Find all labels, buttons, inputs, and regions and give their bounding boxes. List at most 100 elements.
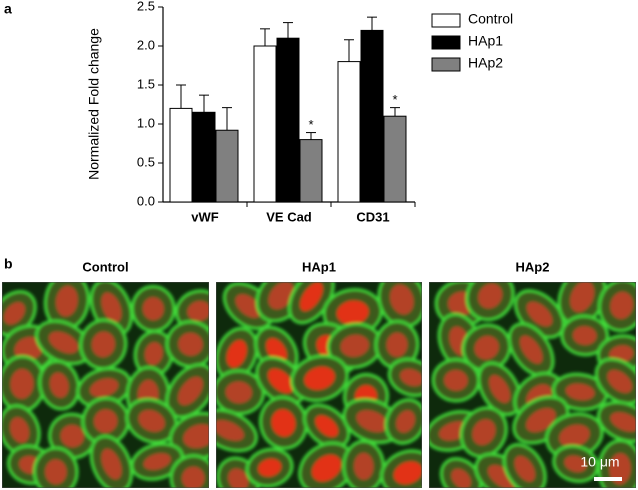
nucleus bbox=[526, 301, 553, 327]
legend-swatch bbox=[431, 35, 461, 50]
nucleus bbox=[10, 368, 34, 399]
nucleus bbox=[187, 301, 209, 321]
nucleus bbox=[610, 412, 636, 432]
nucleus bbox=[101, 292, 122, 323]
bar bbox=[299, 139, 323, 203]
nucleus bbox=[226, 340, 247, 368]
nucleus bbox=[142, 297, 164, 321]
nucleus bbox=[400, 368, 422, 387]
legend-swatch bbox=[431, 57, 461, 72]
significance-mark: * bbox=[392, 92, 397, 107]
nucleus bbox=[472, 419, 496, 446]
panel-label: b bbox=[4, 256, 13, 272]
nucleus bbox=[3, 302, 26, 325]
nucleus bbox=[45, 459, 67, 485]
bar bbox=[383, 115, 407, 203]
image-title: HAp1 bbox=[302, 259, 336, 274]
y-tick-label: 1.5 bbox=[137, 76, 155, 91]
nucleus bbox=[267, 368, 294, 394]
bar bbox=[192, 111, 216, 203]
bar bbox=[215, 129, 239, 203]
nucleus bbox=[519, 335, 543, 364]
nucleus bbox=[487, 465, 517, 488]
nucleus bbox=[396, 410, 416, 433]
nucleus bbox=[101, 448, 122, 480]
nucleus bbox=[609, 453, 631, 485]
nucleus bbox=[570, 282, 595, 313]
micrograph bbox=[216, 282, 422, 488]
nucleus bbox=[144, 342, 163, 366]
nucleus bbox=[228, 468, 249, 488]
nucleus bbox=[225, 381, 253, 404]
image-title: HAp2 bbox=[516, 259, 550, 274]
cells bbox=[216, 282, 422, 488]
nucleus bbox=[89, 378, 119, 398]
nucleus bbox=[55, 285, 78, 317]
scale-bar-label: 10 μm bbox=[580, 454, 619, 470]
bar bbox=[360, 29, 384, 203]
nucleus bbox=[183, 424, 209, 449]
nucleus bbox=[315, 415, 339, 437]
nucleus bbox=[300, 282, 323, 311]
legend-label: Control bbox=[468, 11, 513, 27]
nucleus bbox=[564, 455, 587, 473]
legend-label: HAp2 bbox=[468, 55, 503, 71]
nucleus bbox=[356, 410, 388, 433]
nucleus bbox=[559, 424, 590, 448]
nucleus bbox=[138, 410, 165, 432]
y-axis-label: Normalized Fold change bbox=[86, 28, 102, 180]
nucleus bbox=[93, 409, 118, 433]
nucleus bbox=[444, 370, 468, 391]
scale-bar bbox=[594, 477, 622, 481]
nucleus bbox=[340, 334, 369, 357]
x-tick-label: vWF bbox=[191, 209, 219, 224]
nucleus bbox=[393, 461, 422, 485]
nucleus bbox=[451, 468, 471, 488]
y-tick-label: 2.0 bbox=[137, 37, 155, 52]
nucleus bbox=[514, 455, 536, 482]
nucleus bbox=[572, 326, 597, 345]
nucleus bbox=[268, 282, 294, 310]
nucleus bbox=[565, 383, 595, 401]
nucleus bbox=[9, 417, 30, 443]
nucleus bbox=[258, 458, 282, 477]
nucleus bbox=[474, 335, 499, 360]
nucleus bbox=[478, 283, 503, 309]
nucleus bbox=[336, 300, 369, 325]
nucleus bbox=[216, 420, 245, 441]
nucleus bbox=[178, 332, 203, 356]
panel-label: a bbox=[4, 1, 12, 17]
legend-swatch bbox=[431, 13, 461, 28]
x-tick-label: VE Cad bbox=[266, 209, 312, 224]
nucleus bbox=[353, 452, 374, 480]
bar bbox=[276, 37, 300, 203]
nucleus bbox=[386, 332, 408, 357]
nucleus bbox=[91, 331, 116, 358]
bar bbox=[253, 45, 277, 203]
y-tick-label: 0.0 bbox=[137, 193, 155, 208]
nucleus bbox=[607, 369, 633, 393]
nucleus bbox=[181, 466, 205, 488]
nucleus bbox=[271, 409, 296, 437]
nucleus bbox=[489, 375, 511, 403]
bar bbox=[337, 61, 361, 203]
nucleus bbox=[235, 294, 262, 318]
y-tick-label: 2.5 bbox=[137, 0, 155, 13]
x-tick-label: CD31 bbox=[356, 209, 389, 224]
nucleus bbox=[526, 408, 556, 433]
y-tick-label: 1.0 bbox=[137, 115, 155, 130]
image-title: Control bbox=[82, 259, 128, 274]
nucleus bbox=[14, 337, 43, 361]
nucleus bbox=[48, 331, 79, 354]
cells bbox=[429, 282, 636, 488]
nucleus bbox=[60, 424, 85, 448]
micrograph bbox=[2, 282, 209, 488]
nucleus bbox=[304, 366, 335, 390]
nucleus bbox=[143, 453, 171, 470]
nucleus bbox=[610, 291, 634, 319]
significance-mark: * bbox=[308, 117, 313, 132]
nucleus bbox=[177, 376, 203, 406]
legend-label: HAp1 bbox=[468, 33, 503, 49]
nucleus bbox=[389, 284, 414, 315]
